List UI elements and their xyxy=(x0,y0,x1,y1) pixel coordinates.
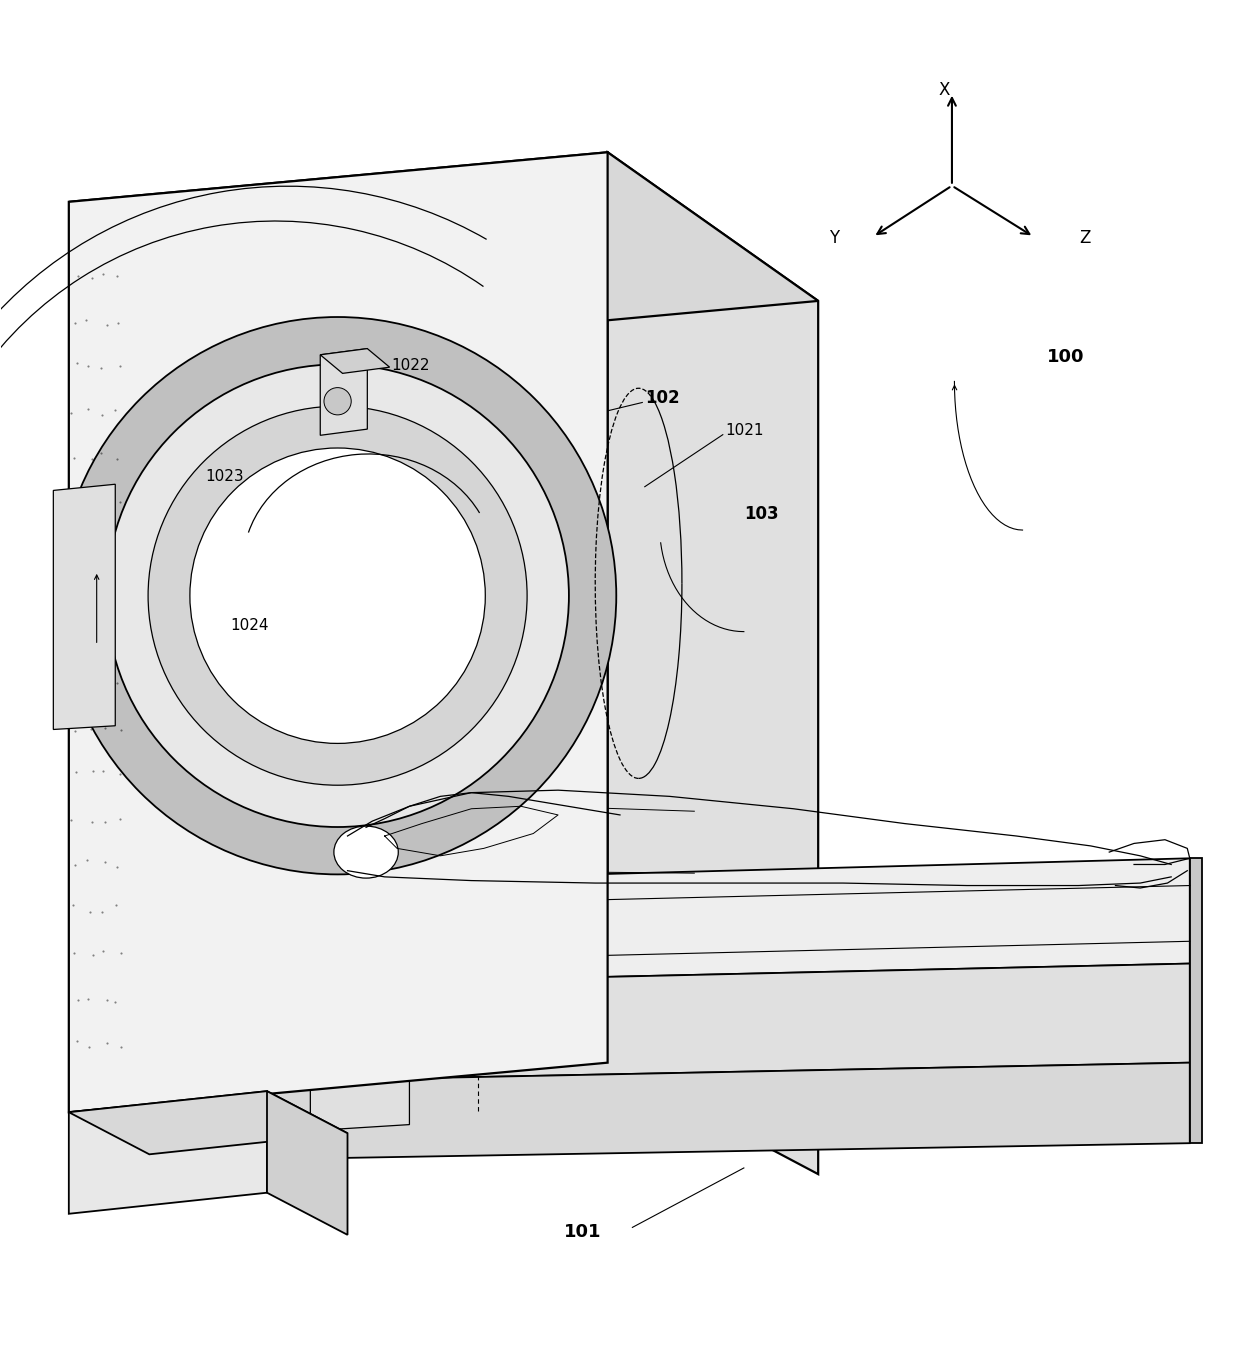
Text: Z: Z xyxy=(1079,229,1090,247)
Polygon shape xyxy=(68,152,818,351)
Polygon shape xyxy=(1189,858,1202,1143)
Polygon shape xyxy=(320,348,389,374)
Ellipse shape xyxy=(190,448,485,744)
Polygon shape xyxy=(310,1072,409,1131)
Text: X: X xyxy=(939,81,950,100)
Ellipse shape xyxy=(334,826,398,878)
Ellipse shape xyxy=(107,364,569,827)
Polygon shape xyxy=(68,152,608,1112)
Polygon shape xyxy=(608,152,818,1174)
Text: 1022: 1022 xyxy=(391,358,429,373)
Polygon shape xyxy=(267,1091,347,1235)
Text: 102: 102 xyxy=(645,389,680,406)
Text: 101: 101 xyxy=(564,1224,601,1241)
Text: 1023: 1023 xyxy=(205,469,244,484)
Ellipse shape xyxy=(324,387,351,414)
Text: 1021: 1021 xyxy=(725,424,764,438)
Text: 1024: 1024 xyxy=(229,617,268,633)
Polygon shape xyxy=(267,1063,1189,1159)
Polygon shape xyxy=(267,963,1189,1081)
Text: 100: 100 xyxy=(1048,347,1085,366)
Polygon shape xyxy=(68,1091,267,1213)
Polygon shape xyxy=(267,858,1189,985)
Ellipse shape xyxy=(148,406,527,785)
Polygon shape xyxy=(320,348,367,436)
Text: Y: Y xyxy=(830,229,839,247)
Polygon shape xyxy=(53,484,115,729)
Polygon shape xyxy=(68,1091,347,1154)
Ellipse shape xyxy=(60,317,616,874)
Text: 103: 103 xyxy=(744,504,779,523)
